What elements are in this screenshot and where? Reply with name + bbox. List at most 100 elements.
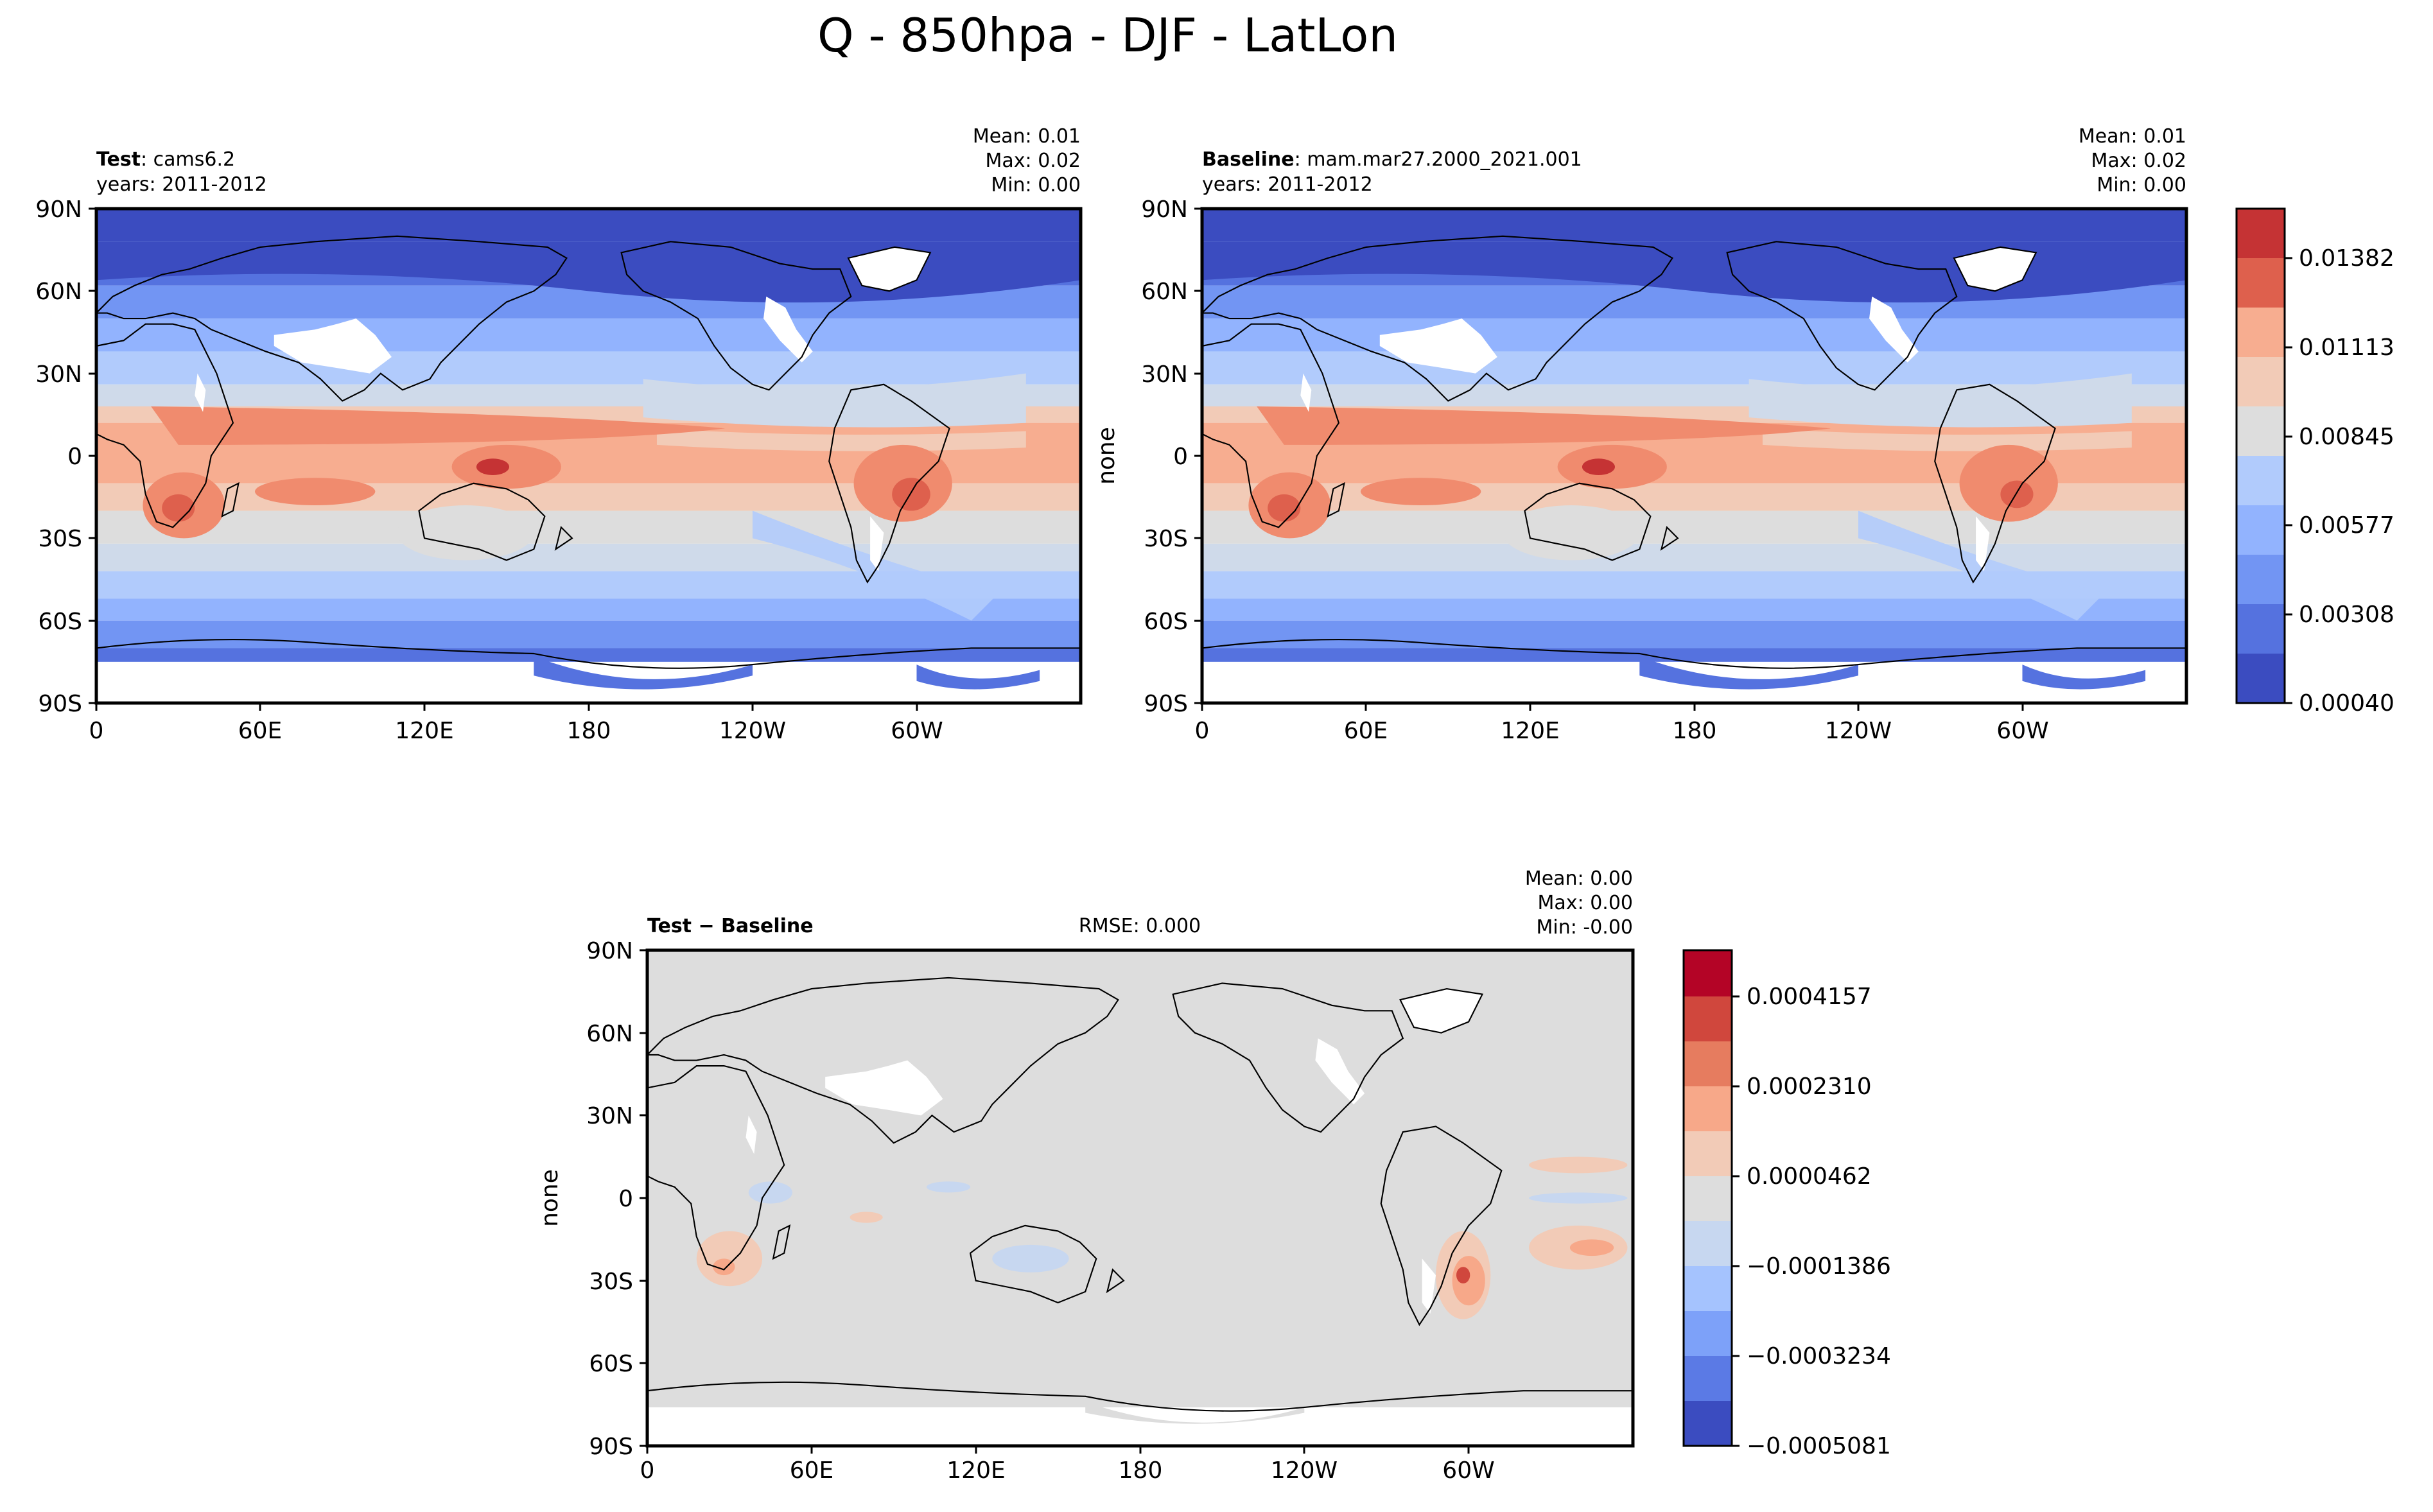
x-tick-label: 0 (89, 718, 104, 744)
colorbar-diff-tick-label: −0.0005081 (1747, 1433, 1891, 1459)
colorbar-diff-tick-label: 0.0000462 (1747, 1163, 1872, 1190)
x-tick-label: 120E (1501, 718, 1559, 744)
diff-y-ticks: 90N 60N 30N 0 30S 60S 90S (586, 938, 647, 1460)
x-tick-label: 120W (1271, 1457, 1338, 1484)
y-tick-label: 0 (67, 444, 82, 470)
panel-test-label-bold: Test (96, 148, 141, 171)
panel-diff: Test − Baseline RMSE: 0.000 Mean: 0.00 M… (537, 867, 1635, 1484)
x-tick-label: 180 (1673, 718, 1717, 744)
y-tick-label: 0 (1173, 444, 1188, 470)
colorbar-main-level (2237, 654, 2285, 703)
colorbar-main-level (2237, 357, 2285, 406)
panel-test-label-rest: : cams6.2 (141, 148, 235, 171)
colorbar-diff-level (1684, 1131, 1732, 1176)
colorbar-main-level (2237, 604, 2285, 654)
panel-test-mean: Mean: 0.01 (973, 125, 1081, 148)
x-tick-label: 60W (1442, 1457, 1494, 1484)
colorbar-main-level (2237, 209, 2285, 258)
x-tick-label: 60W (891, 718, 943, 744)
y-tick-label: 30N (1141, 361, 1188, 388)
y-tick-label: 30S (589, 1269, 633, 1295)
panel-baseline-years: years: 2011-2012 (1202, 173, 1373, 196)
panel-baseline-ylabel: none (1094, 427, 1120, 485)
y-tick-label: 60N (35, 279, 82, 305)
band-n35 (1202, 318, 2186, 352)
y-tick-label: 60N (1141, 279, 1188, 305)
panel-baseline-max: Max: 0.02 (2091, 150, 2186, 172)
panel-baseline: Baseline: mam.mar27.2000_2021.001 years:… (1094, 125, 2188, 744)
colorbar-diff-level (1684, 950, 1732, 996)
diff-x-ticks: 0 60E 120E 180 120W 60W (640, 1446, 1495, 1484)
colorbar-diff-level (1684, 1221, 1732, 1266)
panel-test-label: Test: cams6.2 (96, 148, 235, 171)
colorbar-main-level (2237, 555, 2285, 604)
y-tick-label: 60S (38, 609, 82, 635)
colorbar-main-level (2237, 308, 2285, 357)
colorbar-main-tick-label: 0.00040 (2299, 690, 2394, 717)
x-tick-label: 180 (567, 718, 611, 744)
x-tick-label: 60W (1996, 718, 2048, 744)
panel-baseline-label-bold: Baseline (1202, 148, 1295, 171)
colorbar-diff-level (1684, 1401, 1732, 1446)
panel-diff-rmse: RMSE: 0.000 (1079, 915, 1201, 937)
band-s32 (1202, 543, 2186, 571)
y-tick-label: 30N (586, 1103, 633, 1129)
panel-diff-ylabel: none (537, 1169, 563, 1227)
panel-test-min: Min: 0.00 (991, 174, 1081, 196)
x-tick-label: 180 (1119, 1457, 1163, 1484)
panel-baseline-label-rest: : mam.mar27.2000_2021.001 (1295, 148, 1582, 171)
y-tick-label: 90N (586, 938, 633, 964)
x-tick-label: 120E (395, 718, 453, 744)
band-s52 (96, 598, 1081, 621)
x-tick-label: 60E (1344, 718, 1388, 744)
colorbar-main-level (2237, 505, 2285, 555)
panel-test-years: years: 2011-2012 (96, 173, 267, 196)
colorbar-diff-tick-label: 0.0004157 (1747, 984, 1872, 1010)
x-tick-label: 0 (640, 1457, 655, 1484)
band-s32 (96, 543, 1081, 571)
figure-title: Q - 850hpa - DJF - LatLon (817, 8, 1398, 62)
baseline-y-ticks: 90N 60N 30N 0 30S 60S 90S (1141, 196, 1202, 717)
colorbar-diff-level (1684, 1311, 1732, 1356)
panel-diff-label: Test − Baseline (647, 915, 814, 937)
y-tick-label: 0 (618, 1186, 633, 1212)
y-tick-label: 30S (1144, 526, 1188, 552)
band-n25 (96, 351, 1081, 385)
colorbar-diff: 0.0004157 0.0002310 0.0000462 −0.0001386… (1682, 949, 1891, 1459)
panel-diff-label-bold: Test − Baseline (647, 915, 814, 937)
y-tick-label: 90S (1144, 691, 1188, 717)
panel-baseline-mean: Mean: 0.01 (2079, 125, 2186, 148)
colorbar-main-level (2237, 456, 2285, 505)
panel-baseline-min: Min: 0.00 (2097, 174, 2186, 196)
band-s60 (1202, 620, 2186, 648)
y-tick-label: 60S (1144, 609, 1188, 635)
x-tick-label: 120E (946, 1457, 1005, 1484)
colorbar-main-level (2237, 406, 2285, 456)
panel-baseline-label: Baseline: mam.mar27.2000_2021.001 (1202, 148, 1582, 171)
colorbar-diff-tick-label: −0.0001386 (1747, 1253, 1891, 1280)
x-tick-label: 0 (1195, 718, 1210, 744)
colorbar-main-tick-label: 0.01382 (2299, 245, 2394, 272)
y-tick-label: 30N (35, 361, 82, 388)
y-tick-label: 90N (35, 196, 82, 223)
y-tick-label: 60S (589, 1351, 633, 1377)
colorbar-main-frame (2235, 207, 2286, 704)
colorbar-diff-level (1684, 1086, 1732, 1131)
colorbar-main: 0.01382 0.01113 0.00845 0.00577 0.00308 … (2235, 207, 2394, 717)
colorbar-main-tick-label: 0.01113 (2299, 335, 2394, 361)
x-tick-label: 120W (1825, 718, 1892, 744)
colorbar-diff-frame (1682, 949, 1733, 1447)
band-s60 (96, 620, 1081, 648)
colorbar-diff-level (1684, 1356, 1732, 1401)
colorbar-diff-tick-label: 0.0002310 (1747, 1073, 1872, 1100)
map-diff-field (647, 950, 1633, 1446)
colorbar-diff-tick-label: −0.0003234 (1747, 1343, 1891, 1369)
x-tick-label: 60E (790, 1457, 834, 1484)
y-tick-label: 60N (586, 1021, 633, 1047)
x-tick-label: 60E (238, 718, 283, 744)
colorbar-main-tick-label: 0.00845 (2299, 424, 2394, 450)
band-s22 (96, 510, 1081, 544)
band-arctic (1202, 209, 2186, 242)
panel-diff-max: Max: 0.00 (1538, 892, 1633, 914)
y-tick-label: 90S (38, 691, 82, 717)
